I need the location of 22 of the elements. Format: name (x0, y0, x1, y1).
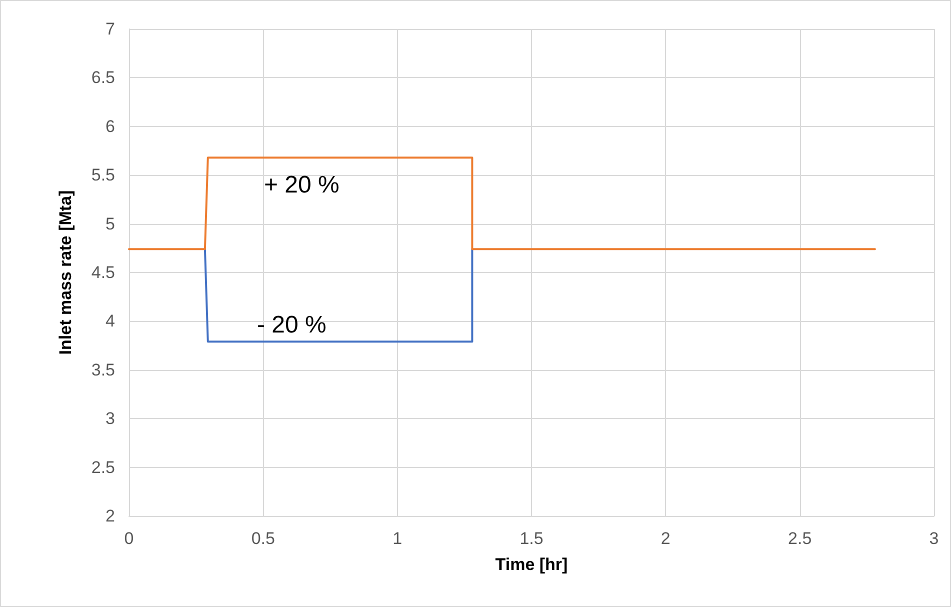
y-tick-label: 3.5 (91, 360, 115, 380)
x-tick-label: 1 (392, 529, 402, 548)
x-axis-title: Time [hr] (495, 555, 568, 574)
y-tick-label: 2.5 (91, 458, 115, 477)
x-tick-label: 3 (929, 529, 939, 548)
y-tick-label: 6.5 (91, 68, 115, 88)
y-tick-label: 4 (106, 312, 115, 331)
y-tick-label: 6 (106, 116, 115, 136)
x-tick-label: 0 (124, 529, 134, 548)
y-tick-label: 4.5 (91, 263, 115, 282)
annotation: - 20 % (257, 312, 326, 338)
x-tick-label: 2 (660, 529, 670, 548)
y-tick-label: 2 (106, 506, 115, 526)
x-tick-label: 2.5 (788, 529, 812, 548)
y-tick-label: 7 (106, 20, 115, 38)
y-tick-label: 3 (106, 409, 115, 428)
x-tick-label: 1.5 (520, 529, 544, 548)
annotation: + 20 % (264, 172, 340, 198)
y-tick-label: 5 (106, 214, 115, 234)
y-tick-label: 5.5 (91, 166, 115, 185)
y-axis-title: Inlet mass rate [Mta] (56, 190, 75, 355)
x-tick-label: 0.5 (251, 529, 275, 548)
